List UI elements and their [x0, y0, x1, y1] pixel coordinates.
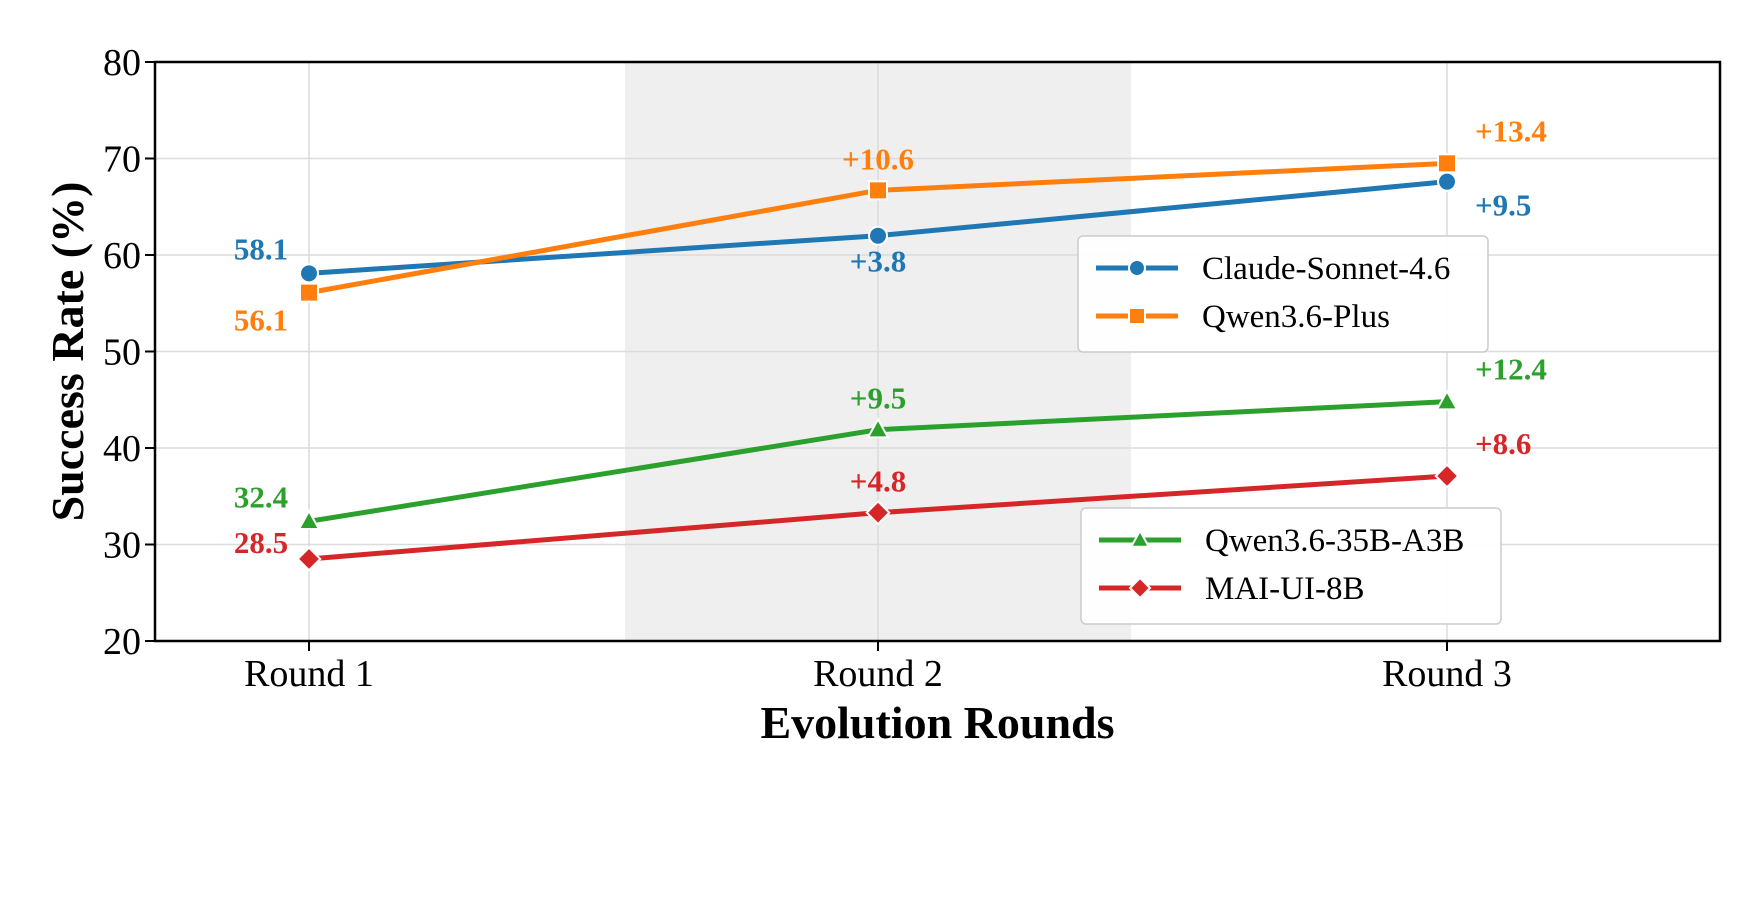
data-label: 58.1 — [234, 231, 288, 266]
data-point — [1434, 463, 1460, 489]
data-point — [1435, 389, 1459, 411]
data-point — [1437, 153, 1457, 174]
y-tick-label: 30 — [103, 525, 141, 567]
legend-label: Qwen3.6-Plus — [1202, 299, 1390, 335]
x-axis-ticks: Round 1 Round 2 Round 3 — [244, 641, 1512, 695]
x-tick-label: Round 2 — [813, 653, 943, 695]
data-label: +10.6 — [842, 141, 914, 176]
data-point — [865, 499, 891, 526]
y-tick-label: 50 — [103, 332, 141, 374]
legend-marker — [1129, 528, 1151, 548]
legend-marker — [1128, 576, 1152, 600]
data-label: 32.4 — [234, 479, 288, 514]
data-point — [866, 417, 890, 439]
y-tick-label: 70 — [103, 139, 141, 181]
y-tick-label: 20 — [103, 621, 141, 663]
y-tick-label: 60 — [103, 235, 141, 277]
legends: Claude-Sonnet-4.6 Qwen3.6-Plus Qwen3.6-35B… — [1077, 235, 1502, 625]
data-label: 28.5 — [234, 525, 288, 560]
legend: Claude-Sonnet-4.6 Qwen3.6-Plus — [1077, 235, 1489, 353]
data-point — [299, 263, 319, 284]
legend-label: Qwen3.6-35B-A3B — [1205, 523, 1464, 559]
y-tick-label: 80 — [103, 42, 141, 84]
data-labels: 58.1 +3.8 +9.5 56.1 +10.6 +13.4 32.4 +9.5 +12.4 2… — [234, 113, 1547, 560]
legend-marker — [1128, 307, 1146, 325]
data-label: +8.6 — [1475, 426, 1531, 461]
data-label: +9.5 — [1475, 188, 1531, 223]
y-axis-ticks: 20 30 40 50 60 70 80 — [103, 42, 155, 663]
data-point — [868, 225, 888, 246]
x-axis-title: Evolution Rounds — [760, 697, 1114, 748]
data-label: +9.5 — [850, 381, 906, 416]
data-label: +3.8 — [850, 244, 906, 279]
data-label: +13.4 — [1475, 113, 1547, 148]
data-label: +12.4 — [1475, 352, 1547, 387]
data-point — [1437, 171, 1457, 192]
legend-label: Claude-Sonnet-4.6 — [1202, 251, 1450, 287]
x-tick-label: Round 1 — [244, 653, 374, 695]
legend-label: MAI-UI-8B — [1205, 571, 1364, 607]
legend-marker — [1128, 259, 1146, 277]
legend-box — [1080, 507, 1502, 625]
series-markers — [296, 153, 1460, 572]
data-label: +4.8 — [850, 464, 906, 499]
legend-box — [1077, 235, 1489, 353]
legend: Qwen3.6-35B-A3B MAI-UI-8B — [1080, 507, 1502, 625]
data-label: 56.1 — [234, 303, 288, 338]
data-point — [299, 282, 319, 303]
data-point — [868, 180, 888, 201]
data-point — [296, 546, 322, 572]
y-tick-label: 40 — [103, 428, 141, 470]
y-axis-title: Success Rate (%) — [42, 182, 93, 522]
data-point — [297, 508, 321, 530]
x-tick-label: Round 3 — [1382, 653, 1512, 695]
